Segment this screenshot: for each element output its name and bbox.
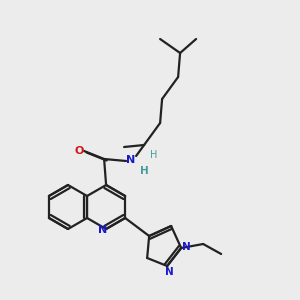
Text: H: H <box>140 166 148 176</box>
Text: N: N <box>165 267 173 277</box>
Text: O: O <box>74 146 84 156</box>
Text: H: H <box>150 150 158 160</box>
Text: N: N <box>127 155 136 165</box>
Text: N: N <box>98 225 108 235</box>
Text: N: N <box>182 242 190 252</box>
